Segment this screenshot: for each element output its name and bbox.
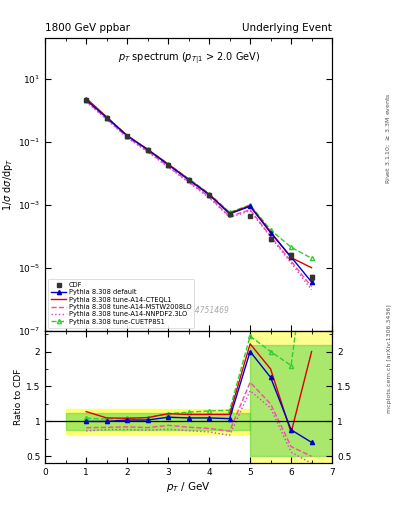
X-axis label: $p_T$ / GeV: $p_T$ / GeV — [166, 480, 211, 494]
Text: mcplots.cern.ch [arXiv:1306.3436]: mcplots.cern.ch [arXiv:1306.3436] — [387, 304, 392, 413]
Y-axis label: Ratio to CDF: Ratio to CDF — [14, 369, 23, 425]
Text: 1800 GeV ppbar: 1800 GeV ppbar — [45, 23, 130, 33]
Text: Underlying Event: Underlying Event — [242, 23, 332, 33]
Text: Rivet 3.1.10; $\geq$ 3.3M events: Rivet 3.1.10; $\geq$ 3.3M events — [385, 92, 392, 184]
Text: CDF_2001_S4751469: CDF_2001_S4751469 — [148, 306, 230, 314]
Text: $p_T$ spectrum ($p_{T|1}$ > 2.0 GeV): $p_T$ spectrum ($p_{T|1}$ > 2.0 GeV) — [118, 50, 260, 66]
Y-axis label: 1/$\sigma$ d$\sigma$/dp$_T$: 1/$\sigma$ d$\sigma$/dp$_T$ — [1, 158, 15, 211]
Legend: CDF, Pythia 8.308 default, Pythia 8.308 tune-A14-CTEQL1, Pythia 8.308 tune-A14-M: CDF, Pythia 8.308 default, Pythia 8.308 … — [48, 279, 195, 328]
